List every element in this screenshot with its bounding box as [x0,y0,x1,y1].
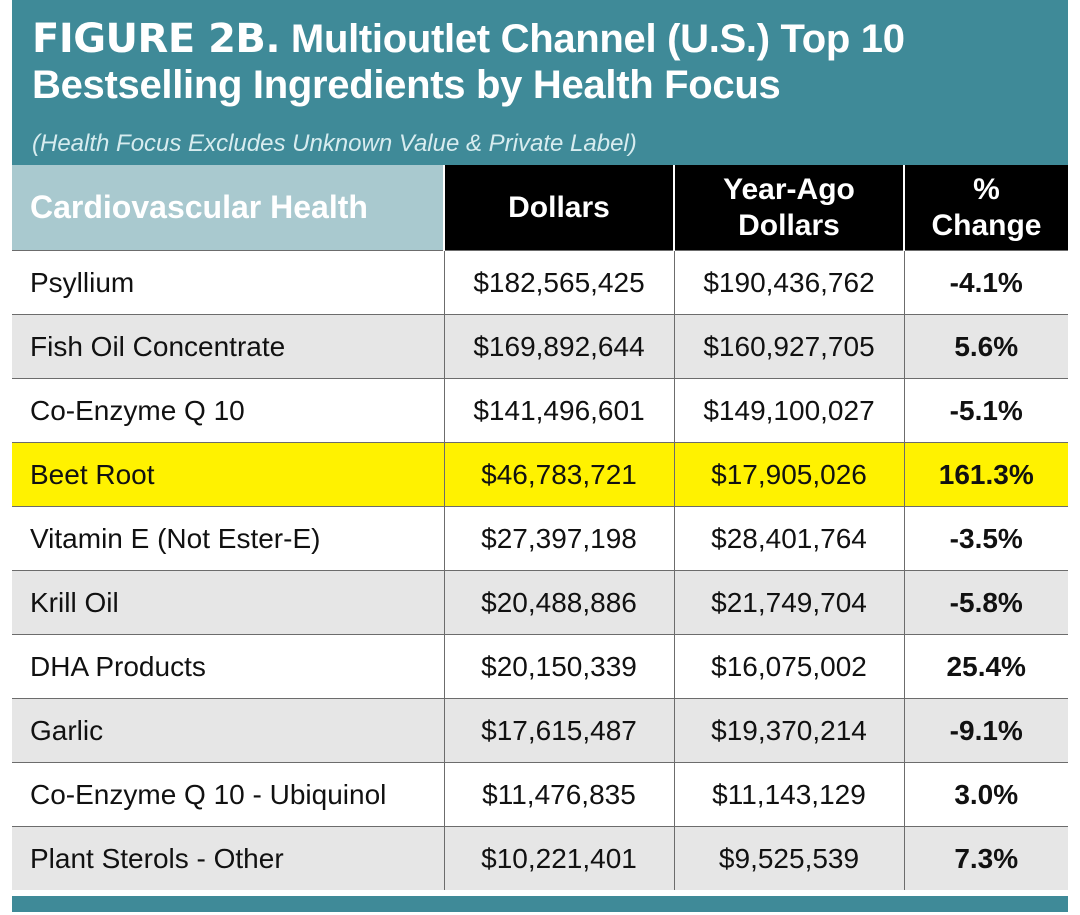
year-ago-dollars-value: $19,370,214 [673,698,904,763]
dollars-value: $46,783,721 [443,442,674,507]
table-row: Krill Oil $20,488,886 $21,749,704 -5.8% [12,570,1068,635]
year-ago-dollars-value: $11,143,129 [673,762,904,827]
percent-change-value: 3.0% [903,762,1068,827]
year-ago-dollars-value: $28,401,764 [673,506,904,571]
figure-label: FIGURE 2B. [32,16,281,62]
figure-title-text: Multioutlet Channel (U.S.) Top 10 Bestse… [32,17,905,107]
table-row: Garlic $17,615,487 $19,370,214 -9.1% [12,698,1068,763]
dollars-value: $141,496,601 [443,378,674,443]
column-header-category: Cardiovascular Health [12,165,444,251]
year-ago-dollars-value: $16,075,002 [673,634,904,699]
percent-change-value: 7.3% [903,826,1068,890]
dollars-value: $10,221,401 [443,826,674,890]
table-row: Co-Enzyme Q 10 - Ubiquinol $11,476,835 $11… [12,762,1068,827]
dollars-value: $20,150,339 [443,634,674,699]
percent-change-value: 161.3% [903,442,1068,507]
dollars-value: $17,615,487 [443,698,674,763]
table-body: Psyllium $182,565,425 $190,436,762 -4.1% Fis… [12,250,1068,890]
table-row: Psyllium $182,565,425 $190,436,762 -4.1% [12,250,1068,315]
ingredient-name: Beet Root [12,442,444,507]
ingredients-table: Cardiovascular Health Dollars Year-Ago D… [12,165,1068,890]
table-header-row: Cardiovascular Health Dollars Year-Ago D… [12,165,1068,251]
percent-change-value: -3.5% [903,506,1068,571]
column-header-dollars: Dollars [443,165,674,251]
ingredient-name: Fish Oil Concentrate [12,314,444,379]
percent-change-value: 5.6% [903,314,1068,379]
year-ago-dollars-value: $9,525,539 [673,826,904,890]
year-ago-dollars-value: $160,927,705 [673,314,904,379]
table-row: Plant Sterols - Other $10,221,401 $9,525,5… [12,826,1068,890]
year-ago-dollars-value: $149,100,027 [673,378,904,443]
figure-footer-bar [12,896,1068,912]
percent-change-value: 25.4% [903,634,1068,699]
column-header-change-label: % Change [931,172,1042,242]
figure-title: FIGURE 2B. Multioutlet Channel (U.S.) To… [32,16,1048,108]
dollars-value: $182,565,425 [443,250,674,315]
dollars-value: $11,476,835 [443,762,674,827]
year-ago-dollars-value: $17,905,026 [673,442,904,507]
percent-change-value: -5.8% [903,570,1068,635]
ingredient-name: Plant Sterols - Other [12,826,444,890]
ingredient-name: Psyllium [12,250,444,315]
percent-change-value: -4.1% [903,250,1068,315]
percent-change-value: -9.1% [903,698,1068,763]
table-row: DHA Products $20,150,339 $16,075,002 25.4% [12,634,1068,699]
column-header-year-ago-dollars: Year-Ago Dollars [673,165,904,251]
ingredient-name: Krill Oil [12,570,444,635]
ingredient-name: Co-Enzyme Q 10 [12,378,444,443]
dollars-value: $169,892,644 [443,314,674,379]
dollars-value: $20,488,886 [443,570,674,635]
ingredient-name: Garlic [12,698,444,763]
year-ago-dollars-value: $190,436,762 [673,250,904,315]
figure-subtitle: (Health Focus Excludes Unknown Value & P… [32,130,637,157]
dollars-value: $27,397,198 [443,506,674,571]
ingredient-name: Vitamin E (Not Ester-E) [12,506,444,571]
ingredient-name: Co-Enzyme Q 10 - Ubiquinol [12,762,444,827]
year-ago-dollars-value: $21,749,704 [673,570,904,635]
ingredient-name: DHA Products [12,634,444,699]
percent-change-value: -5.1% [903,378,1068,443]
table-row: Co-Enzyme Q 10 $141,496,601 $149,100,027 -5… [12,378,1068,443]
figure-header: FIGURE 2B. Multioutlet Channel (U.S.) To… [12,0,1068,165]
column-header-year-ago-label: Year-Ago Dollars [723,172,855,242]
table-row: Fish Oil Concentrate $169,892,644 $160,927… [12,314,1068,379]
table-row: Beet Root $46,783,721 $17,905,026 161.3% [12,442,1068,507]
table-row: Vitamin E (Not Ester-E) $27,397,198 $28,40… [12,506,1068,571]
column-header-percent-change: % Change [903,165,1068,251]
